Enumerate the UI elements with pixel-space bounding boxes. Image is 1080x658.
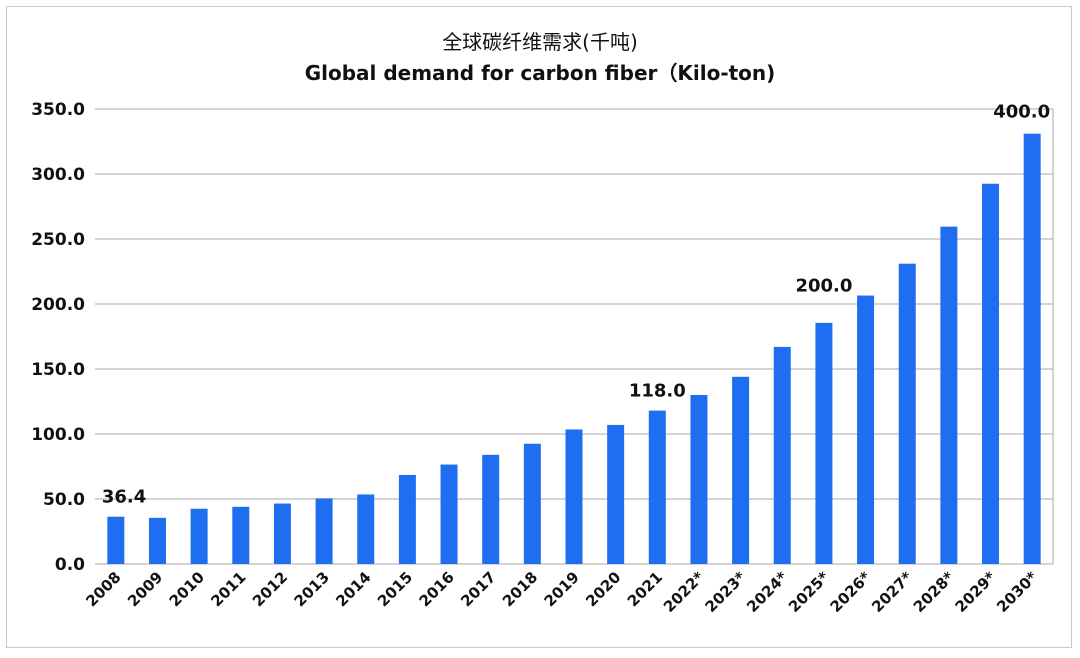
bar-2016 (440, 464, 458, 564)
bar-2027-projected (898, 263, 916, 564)
bar-2012 (273, 503, 291, 564)
x-tick-label: 2023* (702, 568, 750, 616)
y-tick-label: 250.0 (31, 230, 85, 250)
x-tick-label: 2014 (332, 568, 374, 610)
bar-2019 (565, 429, 583, 564)
x-tick-label: 2025* (785, 568, 833, 616)
x-tick-label: 2020 (582, 568, 624, 610)
x-tick-label: 2027* (868, 568, 916, 616)
bar-2020 (607, 424, 625, 564)
x-tick-label: 2018 (499, 568, 541, 610)
y-tick-label: 0.0 (55, 555, 85, 575)
bar-2015 (398, 474, 416, 564)
bar-2018 (523, 443, 541, 564)
x-tick-label: 2015 (374, 568, 416, 610)
y-tick-label: 100.0 (31, 425, 85, 445)
x-tick-label: 2013 (291, 568, 333, 610)
x-tick-label: 2022* (660, 568, 708, 616)
y-tick-label: 150.0 (31, 360, 85, 380)
y-axis: 0.0 50.0 100.0 150.0 200.0 250.0 300.0 350.0 (31, 100, 85, 575)
bar-2026-projected (857, 295, 875, 564)
x-axis: 2008 2009 2010 2011 2012 2013 2014 2015 2016 2017… (82, 568, 1041, 616)
data-labels: 36.4 118.0 200.0 400.0 (102, 102, 1050, 508)
bar-2011 (232, 506, 250, 564)
x-tick-label: 2029* (952, 568, 1000, 616)
x-tick-label: 2016 (416, 568, 458, 610)
chart-frame: 全球碳纤维需求(千吨) Global demand for carbon fib… (6, 6, 1072, 648)
x-tick-label: 2017 (457, 568, 499, 610)
chart-subtitle: Global demand for carbon fiber（Kilo-ton) (305, 61, 776, 85)
bar-2014 (357, 494, 375, 564)
x-tick-label: 2009 (124, 568, 166, 610)
bar-2024-projected (773, 346, 791, 564)
data-label: 400.0 (993, 102, 1050, 123)
x-tick-label: 2030* (993, 568, 1041, 616)
data-label: 36.4 (102, 487, 146, 508)
data-label: 200.0 (795, 276, 852, 297)
y-tick-label: 50.0 (43, 490, 85, 510)
chart-title: 全球碳纤维需求(千吨) (442, 30, 638, 54)
bar-2008 (107, 516, 125, 564)
x-tick-label: 2028* (910, 568, 958, 616)
bar-2021 (648, 410, 666, 564)
bar-2030-projected (1023, 133, 1041, 564)
data-label: 118.0 (629, 381, 686, 402)
x-tick-label: 2011 (207, 568, 249, 610)
bar-2013 (315, 498, 333, 564)
bar-2009 (148, 517, 166, 564)
bar-2017 (482, 454, 500, 564)
bar-2022-projected (690, 395, 708, 564)
x-tick-label: 2008 (82, 568, 124, 610)
y-tick-label: 350.0 (31, 100, 85, 120)
x-tick-label: 2026* (827, 568, 875, 616)
bar-chart: 全球碳纤维需求(千吨) Global demand for carbon fib… (31, 30, 1054, 616)
x-tick-label: 2012 (249, 568, 291, 610)
bar-2025-projected (815, 322, 833, 564)
y-tick-label: 200.0 (31, 295, 85, 315)
y-tick-label: 300.0 (31, 165, 85, 185)
bars (107, 133, 1041, 564)
bar-2023-projected (732, 376, 750, 564)
bar-2028-projected (940, 226, 958, 564)
x-tick-label: 2010 (166, 568, 208, 610)
bar-2029-projected (982, 183, 1000, 564)
x-tick-label: 2024* (743, 568, 791, 616)
x-tick-label: 2019 (541, 568, 583, 610)
bar-2010 (190, 508, 208, 564)
